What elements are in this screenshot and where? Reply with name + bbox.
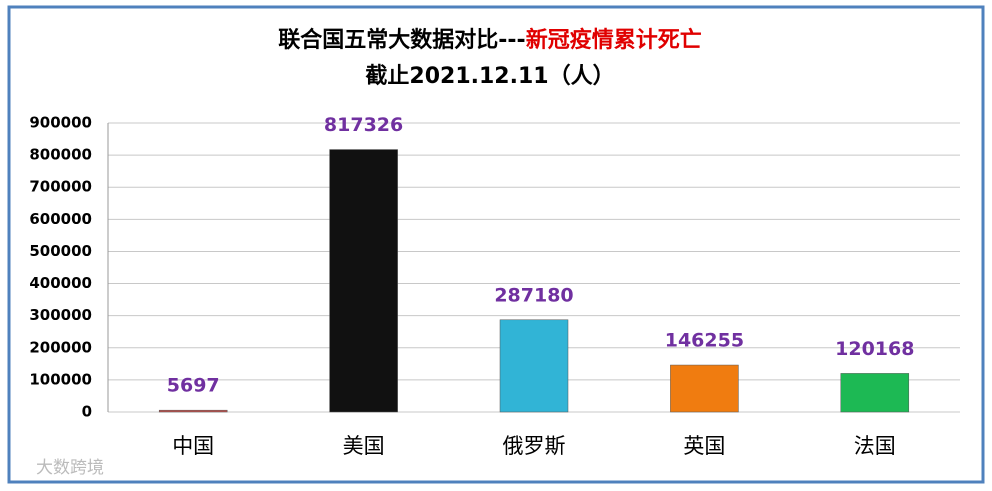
bar <box>670 364 739 413</box>
frame <box>7 5 985 484</box>
data-label: 120168 <box>835 338 914 360</box>
y-tick-label: 800000 <box>29 146 92 164</box>
bar <box>840 373 910 413</box>
title-part: 联合国五常大数据对比--- <box>278 27 525 53</box>
y-tick-label: 600000 <box>29 210 92 228</box>
y-tick-label: 700000 <box>29 178 92 196</box>
title-part: 新冠疫情累计死亡 <box>526 27 702 53</box>
data-label: 287180 <box>494 284 573 306</box>
bar <box>158 409 228 413</box>
y-tick-label: 0 <box>82 403 92 421</box>
y-tick-label: 400000 <box>29 274 92 292</box>
y-tick-label: 300000 <box>29 306 92 324</box>
data-label: 817326 <box>324 114 403 136</box>
x-tick-label: 中国 <box>172 434 214 458</box>
y-tick-label: 500000 <box>29 242 92 260</box>
y-tick-label: 200000 <box>29 338 92 356</box>
x-tick-label: 法国 <box>854 434 896 458</box>
y-tick-label: 100000 <box>29 370 92 388</box>
y-tick-label: 900000 <box>29 114 92 132</box>
chart-subtitle: 截止2021.12.11（人） <box>365 64 614 89</box>
data-label: 5697 <box>167 375 220 397</box>
chart-title: 联合国五常大数据对比---新冠疫情累计死亡 <box>278 27 701 53</box>
x-tick-label: 美国 <box>343 434 385 458</box>
bar <box>329 149 398 413</box>
x-tick-label: 英国 <box>683 434 725 458</box>
x-tick-label: 俄罗斯 <box>503 434 566 458</box>
watermark: 大数跨境 <box>36 458 104 478</box>
data-label: 146255 <box>665 330 744 352</box>
bar <box>499 319 569 413</box>
